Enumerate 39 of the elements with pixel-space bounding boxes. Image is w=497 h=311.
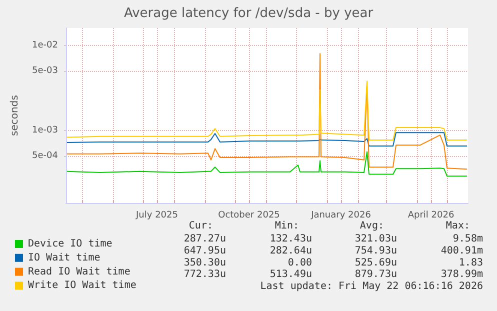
text: 0.00 [288,257,312,268]
line-series [66,80,468,141]
text: 754.93u [354,245,397,256]
text: Max: [446,220,470,232]
x-tick-label: January 2026 [310,210,372,220]
text: 282.64u [270,245,312,256]
y-axis-title: seconds [10,95,20,136]
x-tick-label: July 2025 [135,210,178,220]
text: 132.43u [270,234,312,244]
line-series [66,132,468,147]
x-tick-label: April 2026 [408,210,454,220]
y-tick-label: 1e-03 [32,125,58,136]
text: Cur: [188,220,213,232]
text: Avg: [360,220,384,232]
text: 1.83 [458,257,483,268]
y-tick-label: 1e-02 [32,40,58,50]
legend-label: IO Wait time [28,252,100,264]
text: Last update: Fri May 22 06:16:16 2026 [260,281,483,292]
legend-label: Device IO time [28,238,112,250]
line-series [66,151,468,177]
text: 378.99m [440,269,483,280]
y-tick-label: 5e-03 [32,66,58,76]
y-tick-label: 5e-04 [32,150,58,161]
line-series [66,53,468,170]
text: 400.91m [440,245,483,256]
text: 9.58m [452,234,483,244]
text: 350.30u [184,257,226,268]
x-tick-label: October 2025 [218,210,280,220]
text: 525.69u [354,257,397,268]
text: 321.03u [354,234,397,244]
text: 879.73u [354,269,397,280]
text: Min: [274,220,299,232]
chart-title: Average latency for /dev/sda - by year [124,6,374,21]
text: 513.49u [270,269,312,280]
legend-label: Read IO Wait time [28,266,130,278]
text: 647.95u [184,245,226,256]
legend-label: Write IO Wait time [28,280,136,292]
text: 772.33u [184,269,226,280]
text: 287.27u [184,234,226,244]
